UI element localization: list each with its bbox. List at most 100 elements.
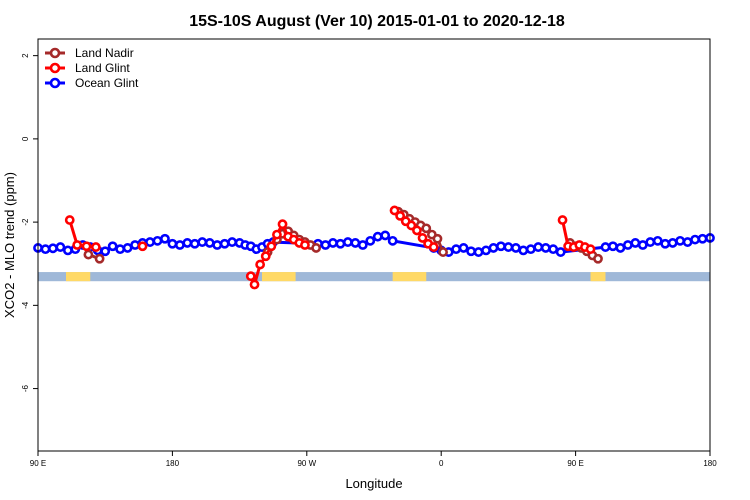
x-axis-label: Longitude (345, 476, 402, 491)
ocean-glint-point (652, 235, 663, 246)
ocean-band (38, 272, 710, 282)
land-nadir-point (94, 253, 105, 264)
ocean-glint-point (212, 240, 223, 250)
ocean-glint-point (182, 238, 193, 248)
land-patch-2 (392, 272, 427, 282)
ocean-glint-point (320, 240, 331, 250)
legend-entry-ocean-glint: Ocean Glint (45, 76, 139, 90)
legend-marker (49, 62, 61, 74)
land-glint-point (81, 241, 92, 252)
ocean-glint-point (167, 238, 178, 249)
land-glint-point (395, 210, 406, 221)
ocean-glint-point (697, 233, 708, 244)
ocean-glint-point (365, 235, 376, 246)
ocean-glint-point (130, 240, 140, 250)
land-glint-point (266, 241, 277, 252)
map-strip (38, 272, 710, 282)
ocean-glint-point (525, 244, 536, 255)
x-tick-label: 0 (439, 459, 444, 468)
ocean-glint-point (40, 244, 51, 255)
ocean-glint-point (645, 237, 656, 247)
ocean-glint-point (227, 237, 238, 247)
land-glint-segment-2 (389, 205, 439, 252)
ocean-glint-point (197, 237, 208, 247)
ocean-glint-point (122, 243, 133, 253)
x-tick-label: 180 (166, 459, 180, 468)
ocean-glint-point (55, 242, 66, 252)
land-nadir-segment-0 (83, 249, 105, 264)
land-glint-point (300, 240, 310, 250)
ocean-glint-point (350, 238, 361, 248)
land-glint-point (406, 220, 417, 231)
land-glint-point (428, 242, 439, 252)
x-tick-label: 90 E (30, 459, 46, 468)
x-axis: 90 E 180 90 W 0 90 E 180 (30, 451, 717, 468)
y-axis-label: XCO2 - MLO trend (ppm) (2, 172, 17, 318)
ocean-glint-point (600, 242, 611, 252)
land-nadir-point (421, 223, 432, 234)
land-glint-point (417, 233, 428, 243)
legend-entry-land-nadir: Land Nadir (45, 46, 134, 60)
ocean-glint-point (458, 243, 469, 253)
land-glint-point (255, 259, 266, 270)
ocean-glint-point (107, 241, 118, 252)
ocean-glint-point (667, 238, 678, 248)
land-glint-point (90, 242, 101, 252)
ocean-glint-point (48, 243, 58, 254)
land-glint-segment-1 (245, 219, 310, 290)
land-patch-0 (66, 272, 91, 282)
legend-marker (49, 47, 61, 59)
ocean-glint-point (219, 238, 230, 249)
ocean-glint-point (204, 238, 215, 248)
series-layer (33, 205, 715, 290)
ocean-glint-point (152, 235, 163, 246)
land-nadir-point (438, 247, 448, 257)
ocean-glint-point (380, 230, 391, 241)
legend-label: Ocean Glint (75, 76, 139, 90)
legend-label: Land Nadir (75, 46, 134, 60)
ocean-glint-point (160, 233, 170, 244)
ocean-glint-point (100, 246, 111, 257)
land-glint-point (245, 271, 256, 282)
land-glint-point (585, 244, 596, 255)
ocean-glint-point (145, 237, 155, 247)
ocean-glint-point (675, 235, 686, 246)
ocean-glint-point (496, 241, 506, 252)
ocean-glint-point (503, 242, 514, 252)
ocean-glint-point (466, 246, 476, 257)
legend-label: Land Glint (75, 61, 130, 75)
land-glint-point (272, 229, 282, 240)
land-glint-segment-0 (64, 215, 101, 252)
ocean-glint-point (174, 240, 185, 250)
land-glint-point (64, 215, 75, 225)
ocean-glint-point (608, 241, 618, 252)
ocean-glint-point (690, 234, 700, 245)
ocean-glint-point (473, 247, 484, 257)
ocean-glint-point (682, 237, 693, 247)
plot-frame (37, 38, 711, 452)
land-glint-point (260, 251, 271, 262)
y-tick-label: -4 (21, 301, 30, 309)
legend-marker (49, 77, 61, 89)
ocean-glint-point (488, 243, 499, 253)
ocean-glint-point (518, 245, 529, 256)
land-glint-point (389, 205, 400, 216)
ocean-glint-segment-0 (33, 230, 715, 257)
chart-title: 15S-10S August (Ver 10) 2015-01-01 to 20… (189, 13, 565, 30)
ocean-glint-point (387, 235, 398, 246)
land-glint-point (412, 225, 422, 236)
x-tick-label: 90 W (297, 459, 316, 468)
ocean-glint-point (548, 244, 559, 255)
land-glint-point (249, 279, 260, 290)
ocean-glint-point (540, 243, 551, 253)
land-glint-point (557, 215, 568, 225)
y-tick-label: -2 (21, 218, 30, 226)
ocean-glint-point (62, 245, 73, 256)
land-glint-point (72, 240, 83, 250)
ocean-glint-point (372, 231, 383, 242)
ocean-glint-point (115, 244, 126, 255)
land-nadir-point (593, 253, 603, 264)
y-tick-label: 2 (21, 53, 30, 58)
